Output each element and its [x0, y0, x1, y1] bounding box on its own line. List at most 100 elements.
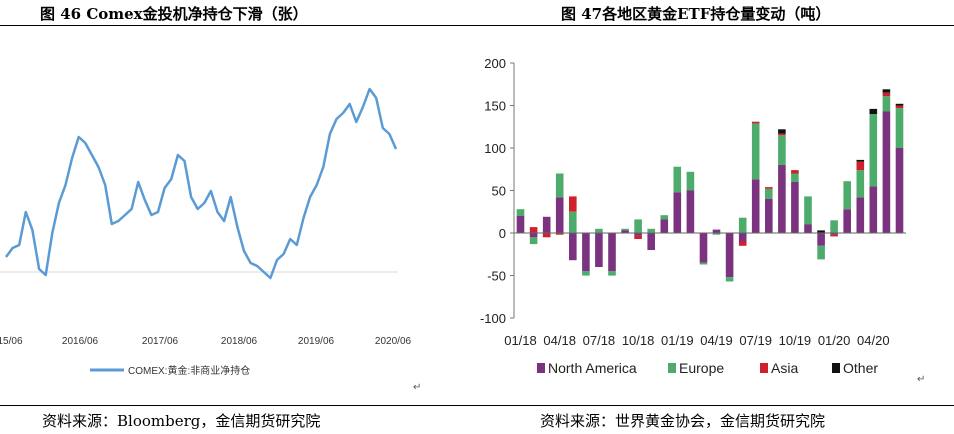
bar-segment: [516, 209, 525, 216]
legend-swatch: [760, 363, 768, 373]
bar-segment: [569, 211, 577, 234]
bar-segment: [686, 171, 695, 191]
y-tick-label: 150: [484, 99, 506, 114]
bar-segment: [804, 224, 812, 233]
bar-segment: [608, 271, 616, 276]
bar-segment: [608, 233, 616, 272]
y-tick-label: 200: [484, 56, 506, 71]
bar-segment: [621, 228, 629, 231]
left-source-note: 资料来源：Bloomberg，金信期货研究院: [42, 412, 321, 430]
y-tick-label: -100: [480, 311, 506, 326]
x-tick-label: 15/06: [0, 336, 23, 347]
left-chart-title: 图 46 Comex金投机净持仓下滑（张）: [40, 5, 308, 23]
bar-segment: [634, 235, 642, 239]
bar-segment: [778, 129, 786, 134]
paragraph-mark: ↵: [413, 382, 422, 393]
x-tick-label: 2017/06: [142, 336, 179, 347]
y-tick-label: 0: [499, 226, 506, 241]
bar-segment: [895, 108, 904, 148]
bar-segment: [660, 219, 669, 233]
bar-segment: [882, 89, 891, 93]
bar-segment: [856, 170, 865, 198]
bar-segment: [751, 121, 760, 124]
bar-segment: [738, 241, 747, 246]
bar-segment: [529, 227, 538, 233]
legend-swatch: [832, 363, 840, 373]
bar-segment: [895, 103, 904, 106]
bar-segment: [555, 173, 564, 198]
bar-segment: [673, 192, 682, 233]
bar-segment: [686, 190, 695, 233]
bar-segment: [712, 233, 721, 235]
bar-segment: [791, 182, 799, 233]
bar-segment: [647, 228, 655, 234]
etf-holdings-bar-chart: -100 -50 0 50 100 150 200 01/18 04/18 07/18 10/18 0…: [480, 56, 906, 376]
bar-segment: [895, 105, 904, 109]
bar-segment: [817, 245, 825, 260]
bar-segment: [869, 108, 878, 114]
legend-label: Other: [843, 360, 878, 376]
x-tick-label: 04/18: [543, 333, 576, 348]
bar-segment: [856, 161, 865, 171]
y-tick-label: -50: [487, 269, 506, 284]
bar-segment: [843, 181, 851, 210]
legend-label: North America: [548, 360, 637, 376]
bar-segment: [699, 262, 708, 265]
bar-segment: [529, 237, 538, 245]
legend-swatch: [668, 363, 676, 373]
x-tick-label: 07/19: [739, 333, 772, 348]
bar-segment: [882, 92, 891, 97]
bar-segment: [856, 159, 865, 162]
bar-segment: [542, 216, 551, 233]
bar-segment: [634, 219, 642, 233]
bar-segment: [830, 234, 838, 237]
bar-segment: [817, 230, 825, 233]
bar-segment: [804, 196, 812, 225]
right-chart-title: 图 47各地区黄金ETF持仓量变动（吨）: [561, 5, 831, 23]
x-tick-label: 01/18: [504, 333, 537, 348]
x-tick-label: 10/18: [622, 333, 655, 348]
title-rule: [0, 25, 954, 26]
bar-segment: [738, 217, 747, 233]
bar-segment: [830, 233, 838, 235]
bar-segment: [595, 233, 603, 267]
bar-segment: [699, 233, 708, 263]
bar-segment: [634, 233, 642, 236]
paragraph-mark: ↵: [917, 374, 926, 385]
bar-segment: [856, 197, 865, 233]
legend-label: Europe: [679, 360, 724, 376]
x-tick-label: 10/19: [779, 333, 812, 348]
x-tick-label: 01/20: [818, 333, 851, 348]
bar-segment: [738, 233, 747, 242]
legend-swatch: [537, 363, 545, 373]
bar-segment: [791, 173, 799, 182]
bar-segment: [751, 123, 760, 180]
source-rule: [0, 405, 954, 406]
bar-segment: [555, 233, 564, 235]
bar-segment: [569, 196, 577, 212]
legend-label: COMEX:黄金:非商业净持仓: [128, 364, 250, 377]
legend-label: Asia: [771, 360, 798, 376]
bar-segment: [712, 229, 721, 233]
bar-segment: [778, 133, 786, 136]
bar-segment: [765, 187, 773, 189]
y-tick-label: 100: [484, 141, 506, 156]
bar-segment: [582, 271, 590, 276]
bar-segment: [569, 233, 577, 261]
bar-segment: [778, 165, 786, 233]
bar-segment: [882, 111, 891, 233]
x-tick-label: 07/18: [583, 333, 616, 348]
x-tick-label: 2019/06: [298, 336, 335, 347]
bar-segment: [673, 166, 682, 193]
net-position-line-chart: 15/06 2016/06 2017/06 2018/06 2019/06 2020/06…: [0, 87, 412, 377]
bar-segment: [895, 148, 904, 233]
bar-segment: [621, 230, 629, 233]
bar-segment: [542, 233, 551, 238]
bar-segment: [843, 209, 851, 233]
x-tick-label: 01/19: [661, 333, 694, 348]
bar-segment: [765, 199, 773, 233]
bar-segment: [778, 135, 786, 166]
bar-segment: [647, 233, 655, 250]
y-tick-label: 50: [492, 184, 506, 199]
bar-segment: [529, 233, 538, 238]
